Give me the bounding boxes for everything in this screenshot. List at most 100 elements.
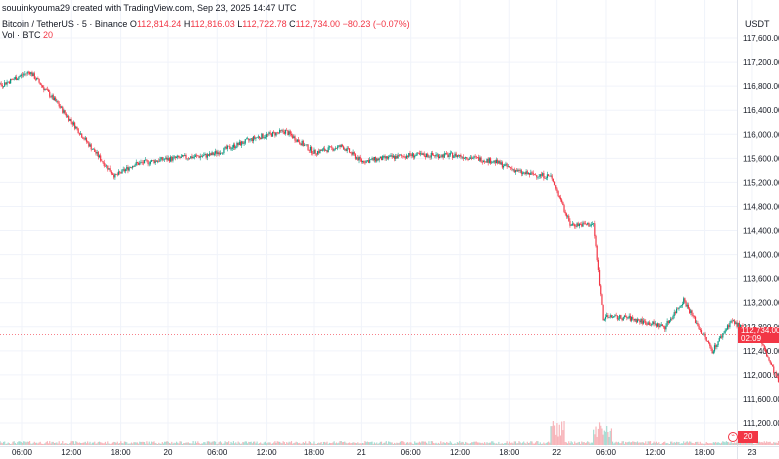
candle-body: [301, 140, 303, 146]
candle-body: [506, 163, 508, 167]
candle-body: [32, 73, 34, 77]
volume-bar: [255, 443, 257, 445]
candle-body: [718, 337, 720, 342]
volume-bar: [470, 442, 473, 445]
candle-body: [282, 130, 284, 132]
volume-bar: [416, 442, 418, 445]
candle-body: [341, 144, 344, 147]
candle-body: [333, 149, 335, 151]
candle-body: [361, 160, 364, 162]
candle-body: [679, 305, 681, 308]
candle-body: [450, 152, 453, 154]
candle-body: [431, 152, 434, 156]
candle-body: [42, 85, 44, 88]
candle-body: [589, 225, 591, 227]
volume-bar: [466, 442, 468, 445]
volume-bar: [507, 443, 509, 445]
candle-body: [546, 174, 549, 178]
candle-body: [192, 156, 194, 159]
candle-body: [318, 151, 320, 153]
candle-body: [59, 106, 61, 108]
candle-body: [315, 153, 317, 155]
volume-bar: [89, 441, 91, 445]
volume-bar: [457, 442, 460, 445]
candle-body: [524, 172, 526, 175]
candle-body: [414, 156, 416, 158]
volume-bar: [331, 443, 333, 445]
volume-bar: [524, 442, 526, 445]
candle-body: [530, 172, 532, 175]
candle-body: [327, 147, 329, 153]
candle-body: [665, 325, 667, 330]
volume-bar: [388, 441, 390, 445]
candle-body: [116, 174, 118, 176]
price-tick-label: 111,200.00: [743, 419, 779, 428]
volume-bar: [2, 441, 5, 445]
volume-bar: [446, 441, 448, 445]
symbol-legend: Bitcoin / TetherUS · 5 · Binance O112,81…: [2, 19, 410, 29]
candle-body: [319, 149, 321, 153]
candle-body: [168, 158, 171, 162]
candle-body: [104, 165, 107, 167]
candle-body: [693, 316, 695, 317]
volume-bar: [581, 441, 583, 445]
volume-bar: [83, 442, 85, 445]
volume-bar: [267, 442, 269, 445]
volume-bar: [662, 442, 665, 445]
candle-body: [17, 78, 19, 81]
candle-body: [612, 317, 614, 318]
volume-bar: [226, 442, 229, 445]
volume-bar: [756, 441, 758, 445]
candle-body: [244, 139, 246, 144]
candle-body: [68, 116, 70, 121]
volume-bar: [143, 442, 146, 445]
volume-bar: [49, 441, 51, 445]
volume-bar: [715, 441, 717, 445]
candle-body: [366, 160, 368, 161]
volume-bar: [320, 441, 322, 445]
candle-body: [475, 156, 477, 158]
candle-body: [382, 156, 384, 161]
candle-body: [218, 152, 220, 155]
price-axis-unit[interactable]: USDT: [745, 19, 770, 29]
candle-body: [242, 141, 244, 144]
volume-bar: [356, 443, 358, 445]
volume-bar: [326, 441, 328, 445]
volume-bar: [735, 443, 737, 445]
volume-bar: [583, 441, 585, 445]
candle-body: [435, 154, 437, 157]
candle-body: [224, 146, 226, 148]
volume-bar: [155, 443, 157, 445]
price-tick-label: 112,400.00: [743, 347, 779, 356]
candle-body: [569, 220, 571, 226]
volume-bar: [271, 443, 274, 445]
candle-body: [281, 130, 283, 131]
volume-bar: [138, 443, 140, 445]
volume-bar: [372, 443, 374, 445]
candle-body: [111, 173, 114, 175]
volume-bar: [766, 441, 768, 445]
candle-body: [256, 137, 258, 138]
volume-bar: [505, 442, 507, 445]
candle-body: [513, 169, 515, 173]
candle-body: [520, 170, 522, 174]
candle-body: [418, 153, 421, 155]
candle-body: [130, 167, 133, 168]
candle-body: [269, 132, 271, 134]
volume-bar: [313, 441, 315, 445]
volume-bar: [519, 442, 521, 445]
candle-body: [79, 133, 82, 135]
candle-body: [442, 154, 444, 158]
candle-body: [308, 150, 310, 151]
candle-body: [677, 308, 679, 310]
symbol-name[interactable]: Bitcoin / TetherUS · 5 · Binance: [2, 19, 128, 29]
volume-label[interactable]: Vol · BTC: [2, 30, 41, 40]
candle-body: [648, 322, 650, 326]
candle-body: [672, 315, 674, 319]
candle-body: [200, 156, 203, 157]
volume-bar: [396, 442, 398, 445]
candle-body: [358, 156, 360, 161]
candle-body: [119, 171, 121, 173]
volume-bar: [273, 442, 275, 445]
